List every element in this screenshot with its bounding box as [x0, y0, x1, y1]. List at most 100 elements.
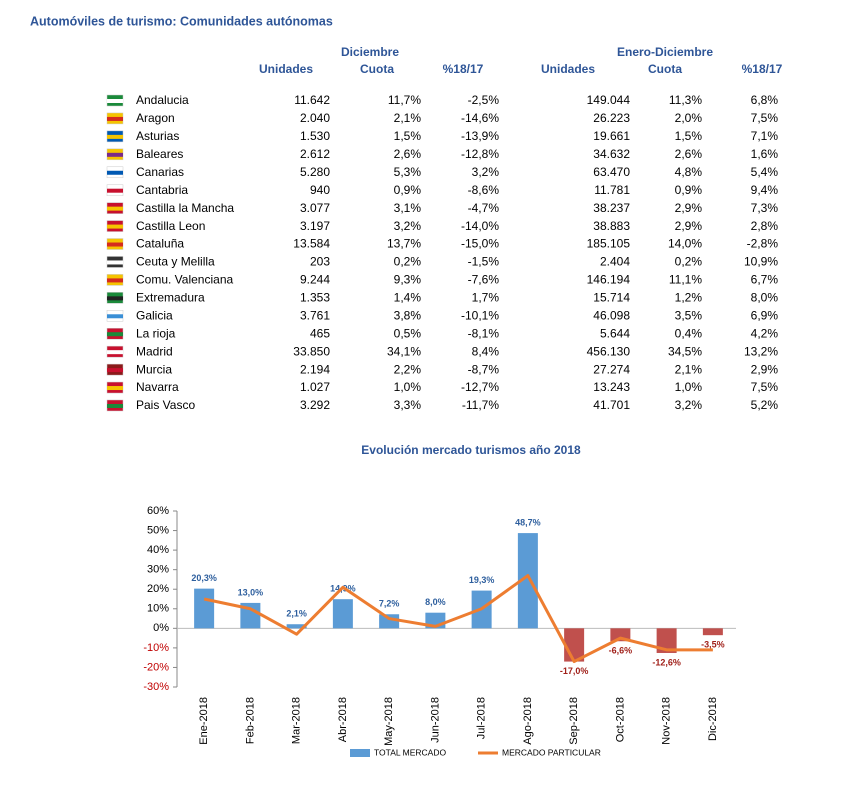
cell: -15,0%: [461, 237, 499, 251]
cell: 3,2%: [675, 398, 703, 412]
cell: 13,7%: [387, 237, 421, 251]
cell: 1,5%: [394, 129, 422, 143]
cell: 1.027: [300, 380, 330, 394]
data-label: 20,3%: [191, 573, 217, 583]
cell: 2,2%: [394, 362, 422, 376]
flag: [107, 314, 123, 319]
cell: -2,5%: [468, 93, 500, 107]
cell: 14,0%: [668, 237, 702, 251]
cell: -4,7%: [468, 201, 500, 215]
cell: 3,3%: [394, 398, 422, 412]
cell: 2.194: [300, 362, 330, 376]
cell: 2,9%: [675, 201, 703, 215]
y-tick-label: 10%: [147, 603, 169, 615]
flag: [107, 368, 123, 373]
data-label: 19,3%: [469, 575, 495, 585]
bar: [332, 599, 353, 629]
flag: [107, 134, 123, 139]
cell: -11,7%: [462, 398, 499, 412]
row-label: Extremadura: [136, 291, 205, 305]
cell: 6,9%: [751, 308, 779, 322]
data-label: 13,0%: [238, 587, 264, 597]
cell: 6,8%: [751, 93, 779, 107]
cell: 11.781: [594, 183, 630, 197]
cell: 3,5%: [675, 308, 703, 322]
cell: 7,1%: [751, 129, 779, 143]
column-header: Cuota: [360, 62, 394, 76]
cell: -7,6%: [468, 273, 500, 287]
cell: 7,5%: [751, 380, 779, 394]
cell: 34.632: [593, 147, 630, 161]
cell: 2,6%: [394, 147, 422, 161]
flag: [107, 332, 123, 337]
cell: 13.584: [293, 237, 330, 251]
y-tick-label: 20%: [147, 583, 169, 595]
cell: 38.883: [593, 219, 630, 233]
flag: [107, 99, 123, 103]
cell: 10,9%: [744, 255, 778, 269]
cell: 0,5%: [394, 326, 422, 340]
cell: 19.661: [593, 129, 630, 143]
cell: 11.642: [294, 93, 330, 107]
cell: 41.701: [593, 398, 630, 412]
legend-label: TOTAL MERCADO: [374, 747, 446, 757]
cell: 9.244: [300, 273, 330, 287]
column-header: Unidades: [541, 62, 595, 76]
cell: 9,4%: [751, 183, 779, 197]
cell: 940: [310, 183, 330, 197]
cell: 11,1%: [669, 273, 702, 287]
bar: [702, 628, 723, 636]
row-label: Galicia: [136, 308, 173, 322]
cell: 3.761: [300, 308, 330, 322]
cell: 2.404: [600, 255, 630, 269]
cell: 7,5%: [751, 111, 779, 125]
cell: 2,9%: [675, 219, 703, 233]
x-tick-label: Feb-2018: [244, 697, 256, 744]
row-label: Asturias: [136, 129, 179, 143]
flag: [107, 403, 123, 408]
cell: 33.850: [293, 344, 330, 358]
cell: 8,4%: [472, 344, 500, 358]
y-tick-label: -20%: [143, 661, 169, 673]
row-label: La rioja: [136, 326, 176, 340]
row-label: Andalucia: [136, 93, 189, 107]
bar: [194, 588, 215, 629]
chart: -30% -20% -10% 0% 10% 20% 30% 40% 50% 60% Ene-2018…: [143, 505, 736, 757]
x-tick-label: Ene-2018: [198, 697, 210, 745]
y-tick-label: 0%: [153, 622, 169, 634]
cell: 4,2%: [751, 326, 779, 340]
x-tick-label: Ago-2018: [522, 697, 534, 745]
chart-title: Evolución mercado turismos año 2018: [361, 443, 581, 457]
cell: 465: [310, 326, 330, 340]
cell: 2,8%: [751, 219, 779, 233]
cell: -10,1%: [461, 308, 499, 322]
bar: [656, 628, 677, 653]
cell: 3,8%: [394, 308, 422, 322]
y-tick-label: -30%: [143, 681, 169, 693]
y-tick-label: 40%: [147, 544, 169, 556]
cell: 185.105: [587, 237, 631, 251]
title: Automóviles de turismo: Comunidades autó…: [30, 14, 333, 28]
data-label: 2,1%: [286, 609, 307, 619]
cell: -8,6%: [468, 183, 500, 197]
cell: 13.243: [593, 380, 630, 394]
x-tick-label: Jun-2018: [429, 697, 441, 743]
line: [203, 574, 713, 664]
cell: 5.644: [600, 326, 630, 340]
x-tick-label: Dic-2018: [707, 697, 719, 741]
cell: 1,7%: [472, 291, 500, 305]
cell: 0,2%: [675, 255, 703, 269]
x-tick-label: Sep-2018: [568, 697, 580, 745]
cell: 456.130: [587, 344, 631, 358]
cell: 4,8%: [675, 165, 703, 179]
cell: 149.044: [587, 93, 631, 107]
cell: -8,1%: [468, 326, 500, 340]
flag: [107, 350, 123, 355]
data-label: -17,0%: [560, 666, 589, 676]
cell: 1,4%: [394, 291, 422, 305]
y-tick-label: 30%: [147, 564, 169, 576]
column-header: Unidades: [259, 62, 313, 76]
legend-swatch: [350, 749, 370, 757]
